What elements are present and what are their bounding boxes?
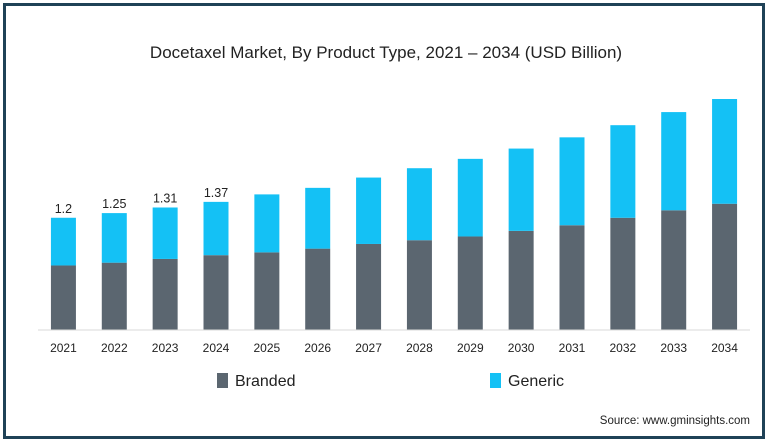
x-tick-label: 2034 — [711, 341, 738, 355]
bar-generic-2029 — [457, 158, 483, 237]
x-tick-label: 2026 — [304, 341, 331, 355]
source-note: Source: www.gminsights.com — [600, 415, 750, 427]
bar-branded-2034 — [712, 203, 738, 330]
legend-swatch-generic — [490, 373, 501, 388]
bar-generic-2024 — [203, 201, 229, 256]
bar-branded-2030 — [508, 230, 534, 330]
bar-branded-2028 — [406, 240, 432, 330]
bar-branded-2021 — [50, 265, 76, 330]
x-tick-label: 2021 — [50, 341, 77, 355]
x-tick-label: 2031 — [559, 341, 586, 355]
bar-branded-2031 — [559, 225, 585, 330]
bar-branded-2026 — [305, 248, 331, 330]
x-tick-label: 2022 — [101, 341, 128, 355]
bar-branded-2027 — [356, 243, 382, 330]
data-label-layer: 1.2 1.25 1.31 1.37 — [55, 186, 228, 216]
bar-generic-2023 — [152, 207, 178, 259]
x-tick-label: 2029 — [457, 341, 484, 355]
data-label: 1.2 — [55, 202, 72, 216]
legend-label-branded: Branded — [235, 373, 296, 390]
chart-title: Docetaxel Market, By Product Type, 2021 … — [150, 43, 622, 62]
chart-frame — [3, 3, 765, 439]
x-tick-label: 2023 — [152, 341, 179, 355]
x-tick-label: 2030 — [508, 341, 535, 355]
x-tick-layer: 2021 2022 2023 2024 2025 2026 2027 2028 2029 2030… — [50, 341, 738, 355]
bar-generic-2021 — [50, 217, 76, 266]
data-label: 1.31 — [153, 191, 177, 205]
x-tick-label: 2033 — [660, 341, 687, 355]
bar-branded-2023 — [152, 258, 178, 330]
legend: Branded Generic — [217, 373, 564, 390]
bar-branded-2024 — [203, 255, 229, 330]
x-tick-label: 2025 — [254, 341, 281, 355]
bar-generic-2022 — [101, 213, 127, 263]
bar-generic-2025 — [254, 194, 280, 253]
bar-branded-2032 — [610, 217, 636, 330]
legend-swatch-branded — [217, 373, 228, 388]
x-tick-label: 2028 — [406, 341, 433, 355]
bar-branded-2025 — [254, 252, 280, 330]
bar-generic-2026 — [305, 187, 331, 249]
data-label: 1.25 — [102, 197, 126, 211]
bar-generic-2028 — [406, 168, 432, 241]
x-tick-label: 2024 — [203, 341, 230, 355]
bar-generic-2034 — [712, 99, 738, 204]
bar-generic-2027 — [356, 177, 382, 244]
bar-branded-2022 — [101, 262, 127, 330]
x-tick-label: 2032 — [610, 341, 637, 355]
bar-generic-2031 — [559, 137, 585, 226]
bar-generic-2032 — [610, 125, 636, 218]
bar-generic-2030 — [508, 148, 534, 231]
x-tick-label: 2027 — [355, 341, 382, 355]
data-label: 1.37 — [204, 186, 228, 200]
bars-layer — [50, 99, 738, 330]
bar-generic-2033 — [661, 112, 687, 211]
bar-branded-2033 — [661, 210, 687, 330]
legend-label-generic: Generic — [508, 373, 564, 390]
bar-branded-2029 — [457, 236, 483, 330]
